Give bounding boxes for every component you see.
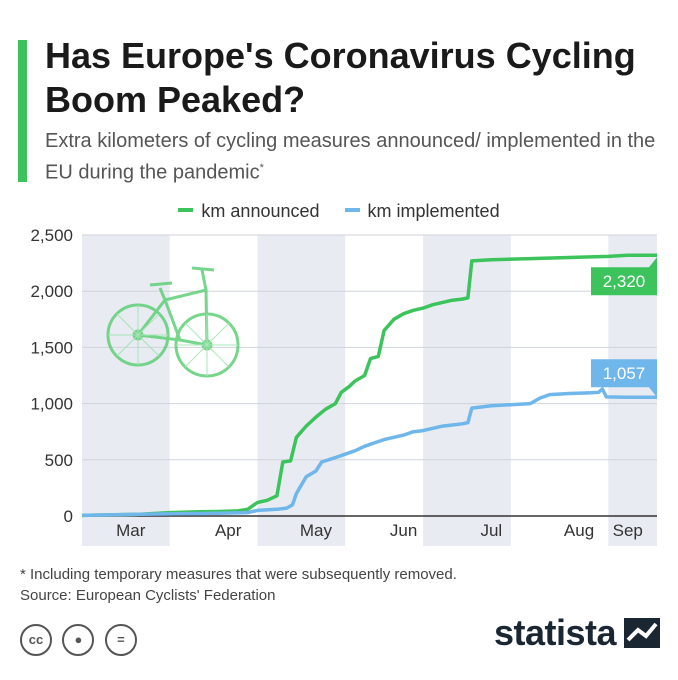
month-band-0	[82, 235, 170, 546]
month-band-1	[257, 235, 346, 546]
statista-logo[interactable]: statista	[494, 612, 660, 654]
line-chart: 0 500 1,000 1,500 2,000 2,500 Mar Apr May Jun Jul…	[30, 226, 657, 546]
accent-bar	[18, 40, 27, 182]
subtitle-footnote-marker: *	[259, 162, 264, 174]
y-tick-label: 500	[45, 451, 73, 470]
x-tick-label-may: May	[300, 521, 333, 540]
footnote-source: Source: European Cyclists' Federation	[20, 587, 276, 604]
by-icon[interactable]: ●	[62, 624, 95, 656]
subtitle-text: Extra kilometers of cycling measures ann…	[45, 130, 656, 184]
legend-label-implemented: km implemented	[367, 201, 500, 221]
chart-legend: km announced km implemented	[0, 201, 678, 222]
chart-subtitle: Extra kilometers of cycling measures ann…	[45, 128, 665, 187]
legend-label-announced: km announced	[201, 201, 320, 221]
x-tick-label-apr: Apr	[215, 521, 242, 540]
y-tick-label: 0	[64, 507, 73, 526]
chart-title: Has Europe's Coronavirus Cycling Boom Pe…	[45, 35, 636, 120]
cc-icon[interactable]: cc	[20, 624, 52, 656]
svg-text:2,320: 2,320	[603, 272, 646, 291]
series-line-announced	[81, 253, 657, 518]
end-label-implemented: 1,057	[591, 359, 657, 398]
license-icons: cc ● =	[20, 624, 143, 656]
legend-swatch-implemented	[344, 208, 360, 213]
month-band-2	[423, 235, 511, 546]
y-tick-label: 1,000	[30, 395, 73, 414]
series-line-implemented	[81, 387, 657, 518]
legend-item-announced: km announced	[178, 201, 320, 222]
footnote-note: * Including temporary measures that were…	[20, 566, 457, 583]
y-tick-label: 2,500	[30, 226, 73, 245]
svg-text:1,057: 1,057	[603, 364, 646, 383]
bicycle-icon	[106, 266, 240, 378]
statista-mark-icon	[624, 618, 660, 648]
legend-item-implemented: km implemented	[344, 201, 500, 222]
legend-swatch-announced	[178, 208, 194, 213]
x-tick-label-jul: Jul	[480, 521, 502, 540]
x-tick-label-sep: Sep	[613, 521, 643, 540]
nd-icon[interactable]: =	[104, 624, 137, 656]
brand-name: statista	[493, 612, 617, 653]
end-label-announced: 2,320	[591, 257, 657, 296]
x-tick-label-aug: Aug	[564, 521, 594, 540]
y-tick-label: 1,500	[30, 338, 73, 357]
footnote: * Including temporary measures that were…	[20, 564, 457, 606]
y-tick-label: 2,000	[30, 282, 73, 301]
x-tick-label-jun: Jun	[390, 521, 417, 540]
x-tick-label-mar: Mar	[116, 521, 146, 540]
